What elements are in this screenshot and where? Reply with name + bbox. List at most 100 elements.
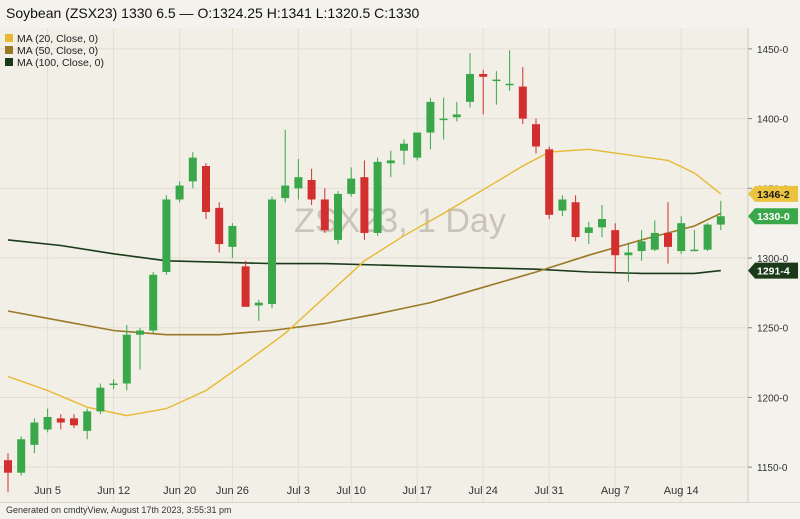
candle-body — [268, 199, 276, 305]
candle — [400, 139, 408, 165]
candle — [268, 196, 276, 309]
y-tick-label: 1300-0 — [757, 254, 789, 265]
candle-body — [637, 241, 646, 252]
candle-body — [307, 179, 316, 200]
candle-body — [571, 202, 580, 238]
candle-body — [320, 199, 329, 231]
candle — [532, 118, 540, 154]
y-tick-label: 1450-0 — [757, 45, 789, 56]
candle — [320, 188, 329, 233]
moving-average-lines — [7, 148, 722, 417]
x-tick-label: Jul 31 — [535, 485, 564, 497]
candle — [492, 71, 501, 105]
candle — [545, 146, 554, 219]
candle — [215, 202, 224, 253]
candle-body — [56, 418, 65, 423]
candle-body — [650, 232, 659, 250]
candle-body — [96, 387, 105, 412]
legend-swatch — [5, 46, 13, 54]
candle — [30, 418, 39, 454]
x-tick-label: Jul 17 — [403, 485, 432, 497]
candle — [4, 453, 12, 493]
candle-body — [584, 227, 593, 233]
candle — [518, 67, 527, 125]
legend-label: MA (100, Close, 0) — [17, 57, 104, 69]
candle-body — [624, 252, 633, 256]
candle — [505, 50, 514, 91]
x-tick-label: Jul 3 — [287, 485, 310, 497]
candle — [598, 205, 606, 238]
x-axis-ticks: Jun 5 Jun 12 Jun 20 Jun 26 Jul 3 Jul 10 Jul 17… — [34, 485, 698, 497]
candle-body — [413, 132, 422, 158]
candle — [584, 221, 593, 245]
candle-body — [598, 218, 606, 228]
candle-body — [188, 157, 197, 182]
grid-lines — [0, 28, 748, 502]
candle-body — [162, 199, 171, 272]
candle-body — [664, 232, 672, 247]
candle-body — [334, 193, 342, 240]
candle — [558, 195, 567, 217]
candle — [56, 414, 65, 430]
candle — [294, 159, 303, 200]
candle — [162, 195, 171, 275]
price-label-bg — [748, 185, 798, 202]
price-label-bg — [748, 208, 798, 225]
candle — [479, 69, 488, 115]
candle — [703, 223, 712, 252]
candle-body — [228, 225, 237, 247]
candle-body — [703, 224, 712, 250]
candle — [149, 271, 158, 334]
chart-title: Soybean (ZSX23) 1330 6.5 — O:1324.25 H:1… — [6, 5, 420, 21]
candle — [690, 230, 699, 252]
candle — [373, 157, 382, 236]
candle-body — [30, 422, 39, 445]
x-tick-label: Jul 10 — [337, 485, 366, 497]
legend-label: MA (50, Close, 0) — [17, 45, 98, 57]
candle — [307, 168, 316, 206]
candle-body — [532, 124, 540, 147]
candle — [439, 97, 448, 140]
legend-label: MA (20, Close, 0) — [17, 33, 98, 45]
y-tick-label: 1400-0 — [757, 115, 789, 126]
candle — [611, 223, 620, 272]
candle — [188, 152, 197, 189]
candle-body — [294, 177, 303, 189]
x-tick-label: Jun 12 — [97, 485, 130, 497]
candlestick-chart[interactable]: ZSX23, 1 Day MA (20, Close, 0)MA (50, Cl… — [0, 28, 800, 502]
candle — [624, 242, 633, 282]
candle-body — [439, 118, 448, 121]
candle-body — [360, 177, 369, 233]
candle — [452, 101, 461, 122]
legend: MA (20, Close, 0)MA (50, Close, 0)MA (10… — [5, 33, 104, 69]
candle-body — [479, 74, 488, 77]
candle-body — [70, 418, 78, 426]
candle-body — [677, 223, 686, 252]
candle-body — [452, 114, 461, 118]
candle — [254, 299, 263, 321]
x-tick-label: Aug 14 — [664, 485, 699, 497]
candle — [241, 260, 250, 307]
x-tick-label: Jul 24 — [469, 485, 498, 497]
price-label-text: 1330-0 — [757, 211, 790, 223]
generated-note: Generated on cmdtyView, August 17th 2023… — [6, 505, 232, 515]
candle — [386, 150, 395, 178]
price-label-bg — [748, 262, 798, 279]
candle — [571, 195, 580, 242]
chart-header: Soybean (ZSX23) 1330 6.5 — O:1324.25 H:1… — [0, 0, 800, 29]
candle-body — [215, 207, 224, 245]
candle — [677, 216, 686, 254]
price-label-text: 1346-2 — [757, 189, 790, 201]
candle — [650, 220, 659, 252]
candle — [360, 160, 369, 240]
candle-body — [43, 416, 52, 430]
candle-body — [690, 249, 699, 252]
candle — [334, 191, 342, 245]
candle-body — [109, 383, 118, 385]
candle — [122, 324, 131, 391]
candle — [17, 436, 26, 476]
price-label-text: 1291-4 — [757, 266, 790, 278]
candle-body — [149, 274, 158, 331]
candle — [637, 230, 646, 261]
